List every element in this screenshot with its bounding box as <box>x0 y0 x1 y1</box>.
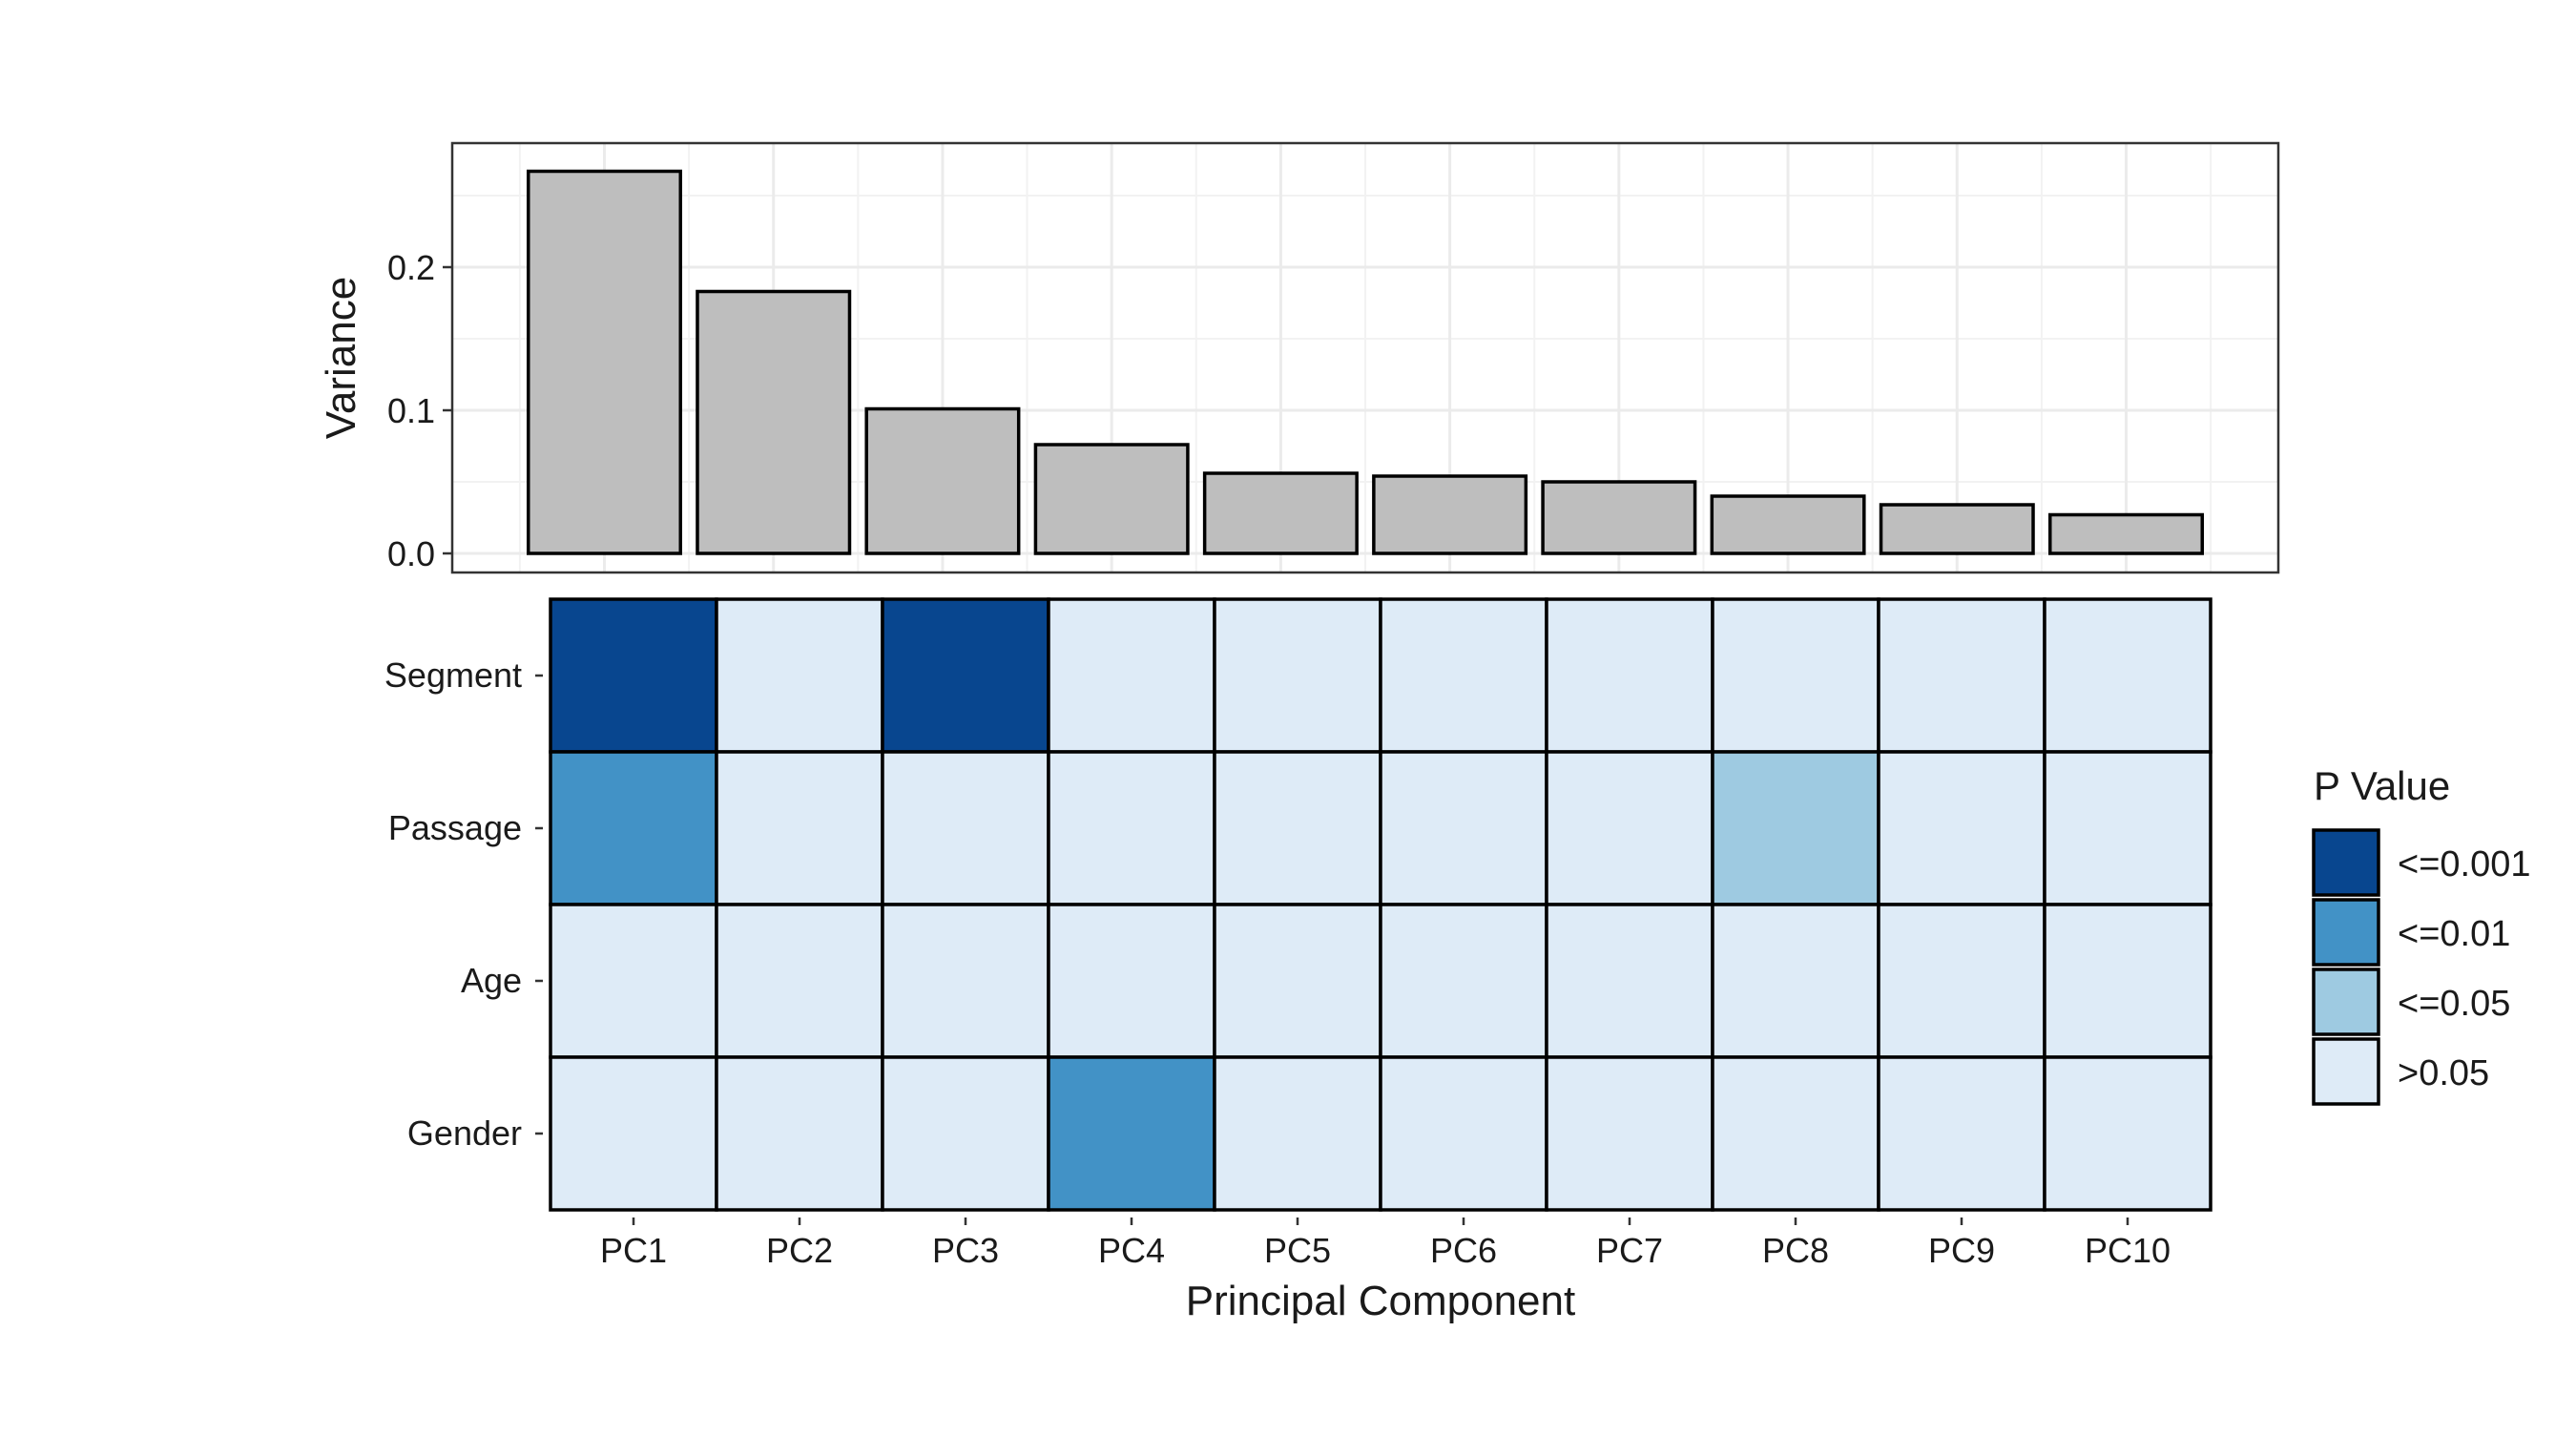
heatmap-cell-gender-pc7 <box>1545 1055 1714 1212</box>
column-label-pc3: PC3 <box>932 1231 999 1270</box>
variance-bar-pc3 <box>864 406 1021 555</box>
variance-bar-pc7 <box>1541 480 1697 555</box>
heatmap-cell-gender-pc4 <box>1047 1055 1216 1212</box>
legend-key <box>2312 968 2380 1036</box>
heatmap-cell-age-pc8 <box>1711 903 1880 1059</box>
heatmap-cell-segment-pc9 <box>1877 597 2046 754</box>
heatmap-cell-passage-pc1 <box>549 750 718 906</box>
heatmap-cell-gender-pc1 <box>549 1055 718 1212</box>
heatmap-cell-passage-pc3 <box>881 750 1050 906</box>
column-label-pc4: PC4 <box>1098 1231 1165 1270</box>
heatmap-cell-age-pc9 <box>1877 903 2046 1059</box>
variance-bar-pc5 <box>1202 471 1359 555</box>
legend-title: P Value <box>2314 763 2450 808</box>
column-label-pc1: PC1 <box>600 1231 667 1270</box>
heatmap-cell-passage-pc6 <box>1379 750 1548 906</box>
y-tick-label: 0.1 <box>387 391 435 430</box>
heatmap-cell-age-pc6 <box>1379 903 1548 1059</box>
heatmap-cell-passage-pc2 <box>715 750 884 906</box>
column-label-pc8: PC8 <box>1762 1231 1829 1270</box>
legend-label: <=0.001 <box>2398 844 2530 884</box>
legend-label: >0.05 <box>2398 1053 2489 1093</box>
heatmap-cell-age-pc2 <box>715 903 884 1059</box>
heatmap-cell-segment-pc3 <box>881 597 1050 754</box>
heatmap-cell-age-pc1 <box>549 903 718 1059</box>
column-label-pc10: PC10 <box>2085 1231 2171 1270</box>
legend-label: <=0.05 <box>2398 984 2510 1024</box>
variance-bar-pc8 <box>1710 494 1866 555</box>
heatmap-cell-gender-pc9 <box>1877 1055 2046 1212</box>
legend-key <box>2312 1037 2380 1106</box>
variance-bar-pc2 <box>696 289 852 555</box>
heatmap-cell-passage-pc9 <box>1877 750 2046 906</box>
variance-bar-pc4 <box>1033 443 1190 555</box>
variance-bar-pc9 <box>1879 503 2035 555</box>
y-tick-label: 0.2 <box>387 248 435 287</box>
heatmap-cell-segment-pc7 <box>1545 597 1714 754</box>
legend-label: <=0.01 <box>2398 914 2510 954</box>
row-label-segment: Segment <box>384 656 522 695</box>
heatmap-cell-segment-pc6 <box>1379 597 1548 754</box>
heatmap-cell-passage-pc8 <box>1711 750 1880 906</box>
legend-key <box>2312 898 2380 967</box>
legend-key <box>2312 828 2380 897</box>
column-label-pc6: PC6 <box>1430 1231 1497 1270</box>
heatmap-cell-gender-pc8 <box>1711 1055 1880 1212</box>
heatmap-cell-segment-pc1 <box>549 597 718 754</box>
heatmap-cell-segment-pc4 <box>1047 597 1216 754</box>
y-tick-label: 0.0 <box>387 534 435 573</box>
y-axis-title: Variance <box>318 277 364 439</box>
heatmap-cell-age-pc10 <box>2043 903 2212 1059</box>
row-label-passage: Passage <box>388 808 522 847</box>
heatmap-cell-segment-pc5 <box>1213 597 1382 754</box>
heatmap-cell-age-pc7 <box>1545 903 1714 1059</box>
pvalue-legend: P Value <=0.001 <=0.01 <=0.05 >0.05 <box>2312 763 2530 1106</box>
x-axis-title: Principal Component <box>1186 1278 1575 1324</box>
variance-bar-pc10 <box>2048 512 2204 555</box>
heatmap-cell-gender-pc10 <box>2043 1055 2212 1212</box>
heatmap-cell-segment-pc8 <box>1711 597 1880 754</box>
pvalue-heatmap-panel: Segment Passage Age Gender PC1 PC2 PC3 PC4 PC5 PC… <box>384 597 2212 1324</box>
heatmap-cell-gender-pc5 <box>1213 1055 1382 1212</box>
column-label-pc5: PC5 <box>1264 1231 1331 1270</box>
variance-bar-panel: 0.0 0.1 0.2 Variance <box>318 141 2280 574</box>
heatmap-cell-passage-pc10 <box>2043 750 2212 906</box>
bar-panel-border <box>450 141 2280 574</box>
heatmap-cell-passage-pc4 <box>1047 750 1216 906</box>
variance-bar-pc6 <box>1372 474 1528 555</box>
column-label-pc9: PC9 <box>1928 1231 1995 1270</box>
heatmap-cell-segment-pc10 <box>2043 597 2212 754</box>
heatmap-cell-gender-pc3 <box>881 1055 1050 1212</box>
column-label-pc2: PC2 <box>766 1231 833 1270</box>
heatmap-cell-gender-pc2 <box>715 1055 884 1212</box>
heatmap-cell-passage-pc7 <box>1545 750 1714 906</box>
heatmap-cell-segment-pc2 <box>715 597 884 754</box>
variance-bar-pc1 <box>527 169 682 555</box>
heatmap-cell-age-pc5 <box>1213 903 1382 1059</box>
row-label-age: Age <box>461 961 522 1000</box>
heatmap-cell-gender-pc6 <box>1379 1055 1548 1212</box>
heatmap-cell-age-pc3 <box>881 903 1050 1059</box>
heatmap-cell-passage-pc5 <box>1213 750 1382 906</box>
row-label-gender: Gender <box>407 1113 522 1153</box>
column-label-pc7: PC7 <box>1596 1231 1663 1270</box>
heatmap-cell-age-pc4 <box>1047 903 1216 1059</box>
